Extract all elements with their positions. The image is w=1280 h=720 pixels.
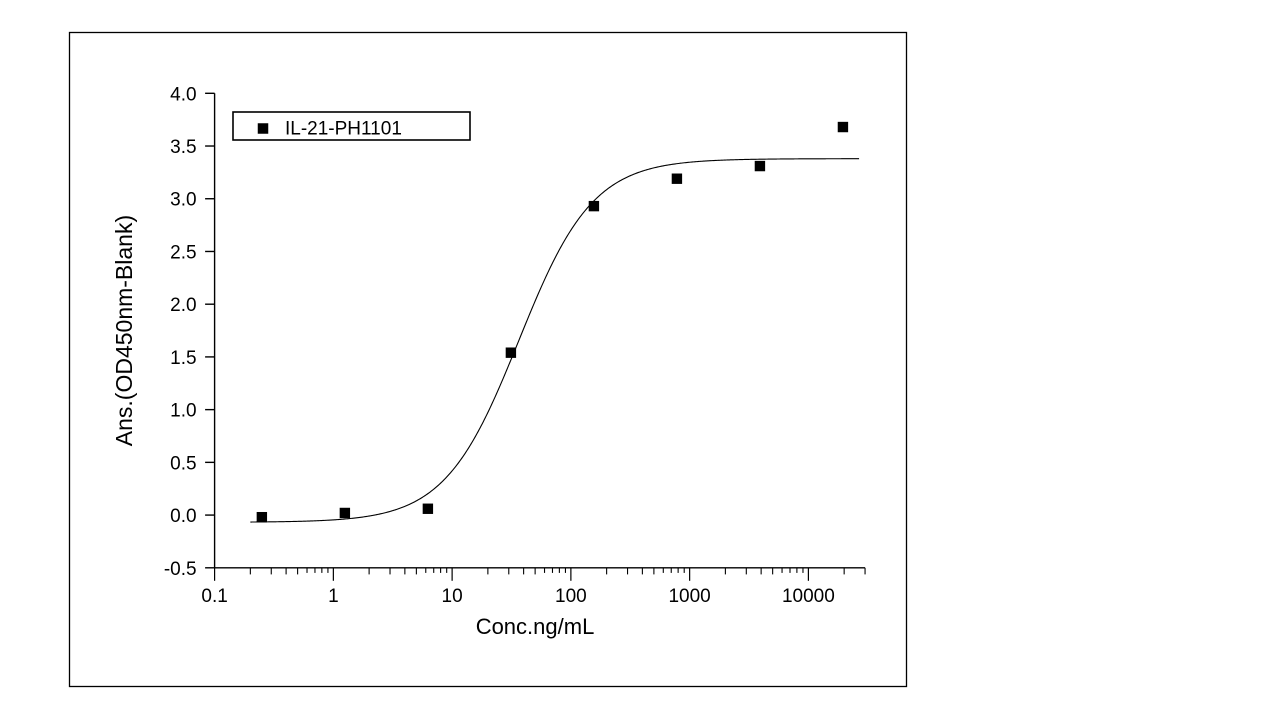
svg-text:IL-21-PH1101: IL-21-PH1101: [285, 119, 402, 140]
svg-text:0.0: 0.0: [170, 506, 196, 527]
svg-text:2.5: 2.5: [170, 242, 196, 263]
svg-text:1: 1: [328, 586, 339, 607]
svg-text:1000: 1000: [668, 586, 710, 607]
svg-text:1.0: 1.0: [170, 401, 196, 422]
svg-text:0.1: 0.1: [201, 586, 227, 607]
svg-text:100: 100: [555, 586, 587, 607]
svg-text:4.0: 4.0: [170, 84, 196, 105]
svg-text:0.5: 0.5: [170, 453, 196, 474]
svg-text:1.5: 1.5: [170, 348, 196, 369]
svg-text:3.5: 3.5: [170, 137, 196, 158]
svg-text:Ans.(OD450nm-Blank): Ans.(OD450nm-Blank): [111, 215, 137, 446]
svg-text:-0.5: -0.5: [164, 559, 197, 580]
svg-text:2.0: 2.0: [170, 295, 196, 316]
svg-text:10: 10: [442, 586, 463, 607]
svg-text:3.0: 3.0: [170, 190, 196, 211]
svg-text:10000: 10000: [782, 586, 835, 607]
svg-text:Conc.ng/mL: Conc.ng/mL: [476, 614, 595, 639]
